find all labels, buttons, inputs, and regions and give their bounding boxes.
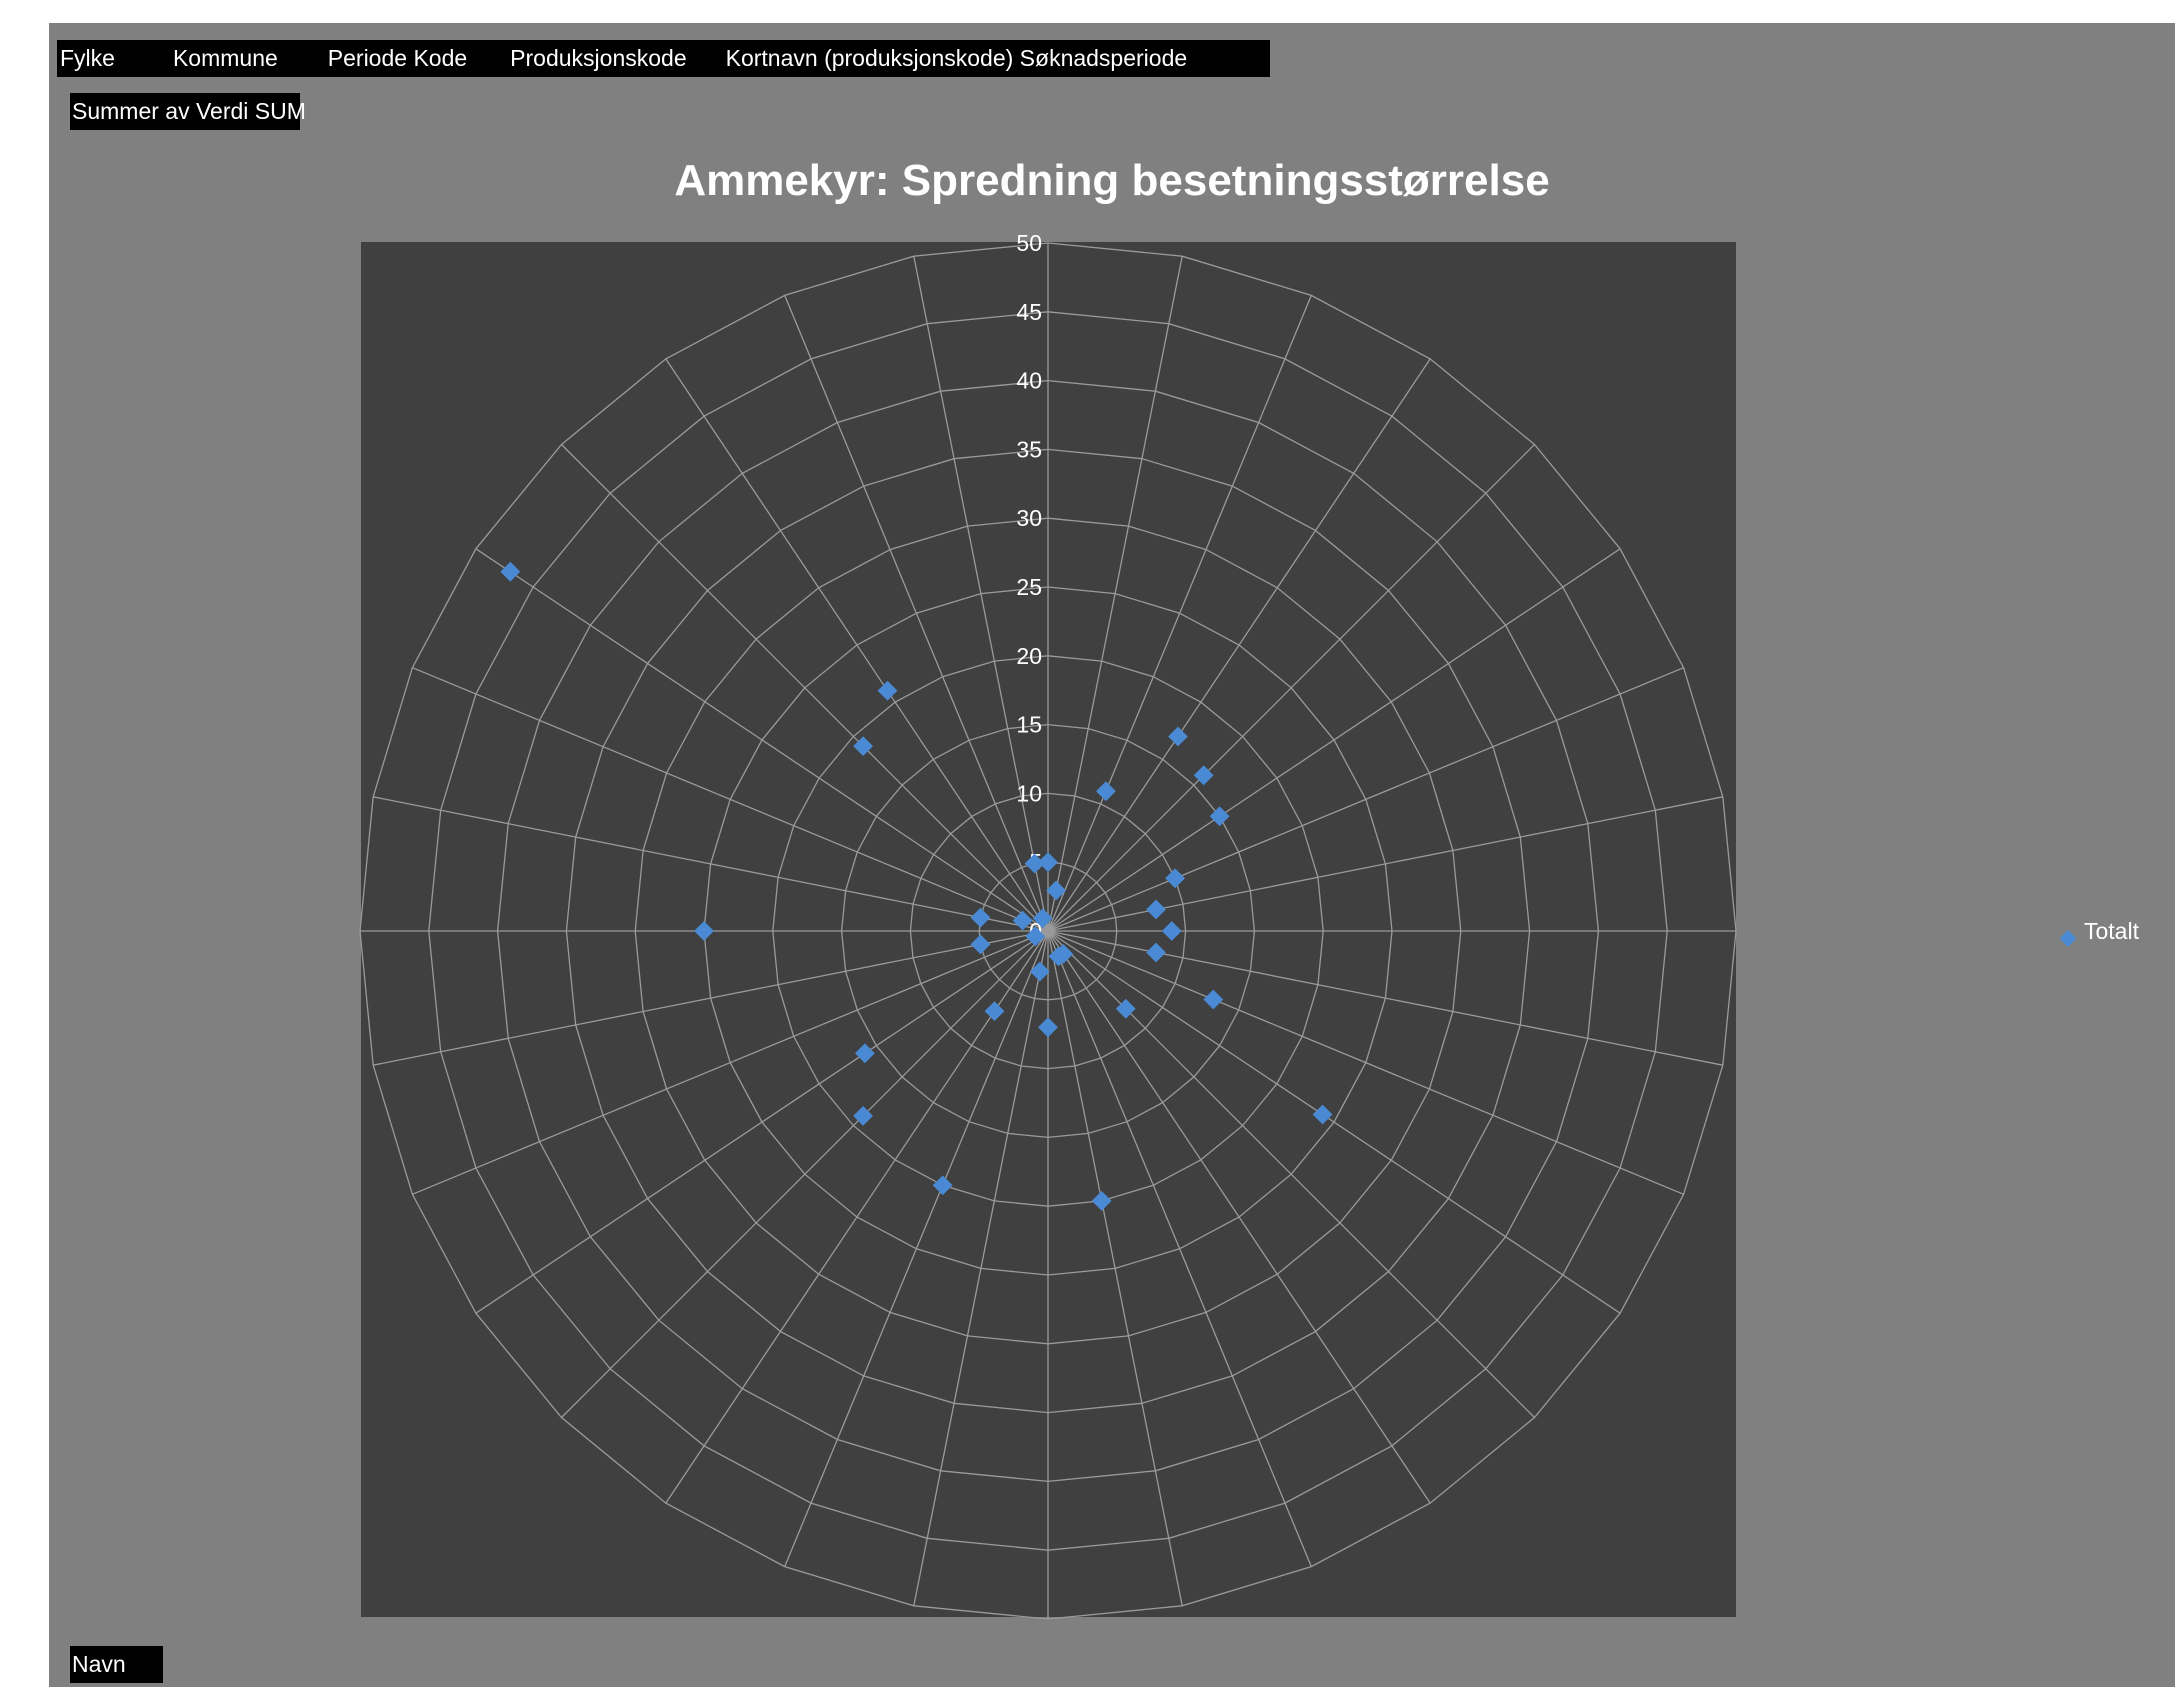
data-point: [855, 1043, 875, 1064]
radial-tick-label: 45: [1016, 299, 1042, 325]
grid-spoke: [1047, 256, 1183, 932]
grid-spoke: [913, 930, 1049, 1606]
grid-spoke: [1047, 667, 1684, 932]
radial-tick-label: 10: [1016, 780, 1042, 806]
grid-spoke: [475, 930, 1049, 1314]
radial-tick-label: 15: [1016, 712, 1042, 738]
data-point: [1115, 998, 1136, 1019]
grid-spoke: [784, 295, 1049, 932]
filter-field-produksjonskode[interactable]: Produksjonskode: [510, 45, 687, 71]
grid-spoke: [784, 930, 1049, 1567]
chart-title: Ammekyr: Spredning besetningsstørrelse: [674, 156, 1549, 205]
grid-spoke: [1047, 930, 1621, 1314]
filter-field-kommune[interactable]: Kommune: [172, 45, 278, 71]
data-point: [1165, 868, 1185, 889]
legend-label-totalt: Totalt: [2084, 918, 2140, 944]
data-point: [1091, 1191, 1112, 1211]
grid-spoke: [373, 796, 1049, 932]
legend: Totalt: [2059, 918, 2140, 947]
legend-marker-totalt: [2059, 930, 2077, 947]
grid-spoke: [1047, 444, 1535, 932]
grid-spoke: [665, 358, 1049, 932]
pivot-filter-bar: Fylke Kommune Periode Kode Produksjonsko…: [57, 40, 1270, 77]
grid-spoke: [373, 930, 1049, 1066]
grid-spoke: [913, 256, 1049, 932]
data-point: [1024, 853, 1045, 874]
radial-axis-ticks: 05101520253035404550: [1016, 230, 1042, 944]
radar-grid: [359, 242, 1737, 1620]
data-point: [1203, 989, 1224, 1010]
data-point: [1025, 926, 1046, 947]
data-point: [1193, 765, 1214, 786]
grid-spoke: [475, 548, 1049, 932]
radial-tick-label: 25: [1016, 574, 1042, 600]
data-point: [1168, 726, 1188, 747]
data-point: [1096, 781, 1116, 802]
axis-field-button[interactable]: Navn: [70, 1646, 163, 1683]
filter-field-periode-kode[interactable]: Periode Kode: [327, 45, 468, 71]
radial-tick-label: 35: [1016, 436, 1042, 462]
data-point: [1146, 899, 1166, 920]
grid-spoke: [1047, 930, 1431, 1504]
grid-spoke: [1047, 358, 1431, 932]
grid-spoke: [1047, 930, 1312, 1567]
grid-spoke: [1047, 930, 1684, 1195]
filter-field-fylke[interactable]: Fylke: [60, 45, 115, 71]
data-point: [1038, 852, 1058, 873]
radial-tick-label: 20: [1016, 643, 1042, 669]
filter-field-kortnavn[interactable]: Kortnavn (produksjonskode) Søknadsperiod…: [725, 45, 1188, 71]
data-point: [1209, 806, 1230, 827]
data-point: [1146, 942, 1166, 963]
radial-tick-label: 40: [1016, 368, 1042, 394]
grid-spoke: [1047, 930, 1183, 1606]
grid-spoke: [1047, 295, 1312, 932]
data-point: [1030, 961, 1050, 982]
data-point: [1038, 1017, 1058, 1038]
grid-spoke: [561, 930, 1049, 1418]
data-point: [1161, 921, 1182, 941]
data-point: [853, 1106, 873, 1126]
data-point: [932, 1175, 953, 1196]
data-point: [1312, 1104, 1333, 1125]
radial-tick-label: 50: [1016, 230, 1042, 256]
radial-tick-label: 30: [1016, 505, 1042, 531]
data-point: [1046, 880, 1066, 901]
values-field-button[interactable]: Summer av Verdi SUM: [70, 93, 306, 130]
grid-spoke: [1047, 548, 1621, 932]
grid-spoke: [412, 667, 1049, 932]
grid-spoke: [412, 930, 1049, 1195]
grid-spoke: [561, 444, 1049, 932]
data-point: [1032, 908, 1053, 929]
data-point: [1048, 946, 1069, 967]
grid-spoke: [665, 930, 1049, 1504]
